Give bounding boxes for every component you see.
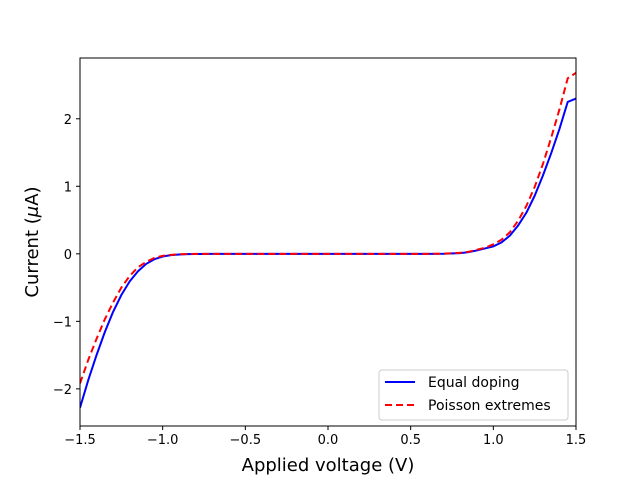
- legend-box: [378, 369, 569, 421]
- y-tick-label: 0: [64, 248, 72, 263]
- y-tick-label: −2: [53, 383, 72, 398]
- x-tick-label: −0.5: [230, 433, 262, 448]
- x-tick-label: 0.0: [318, 433, 339, 448]
- series-layer: [80, 72, 576, 409]
- x-axis-ticks: −1.5 −1.0 −0.5 0.0 0.5 1.0 1.5: [64, 426, 586, 448]
- legend-label-equal-doping: Equal doping: [428, 375, 520, 391]
- x-tick-label: 1.5: [566, 433, 587, 448]
- legend: Equal doping Poisson extremes: [378, 369, 569, 421]
- series-line-poisson-extremes: [80, 72, 576, 384]
- y-tick-label: 2: [64, 113, 72, 128]
- legend-label-poisson-extremes: Poisson extremes: [428, 398, 551, 414]
- x-axis-label: Applied voltage (V): [242, 455, 415, 476]
- y-axis-label: Current (μA): [22, 186, 43, 297]
- x-tick-label: 1.0: [483, 433, 504, 448]
- y-tick-label: 1: [64, 180, 72, 195]
- y-axis-ticks: −2 −1 0 1 2: [53, 113, 80, 398]
- x-tick-label: −1.5: [64, 433, 96, 448]
- x-tick-label: −1.0: [147, 433, 179, 448]
- x-tick-label: 0.5: [400, 433, 421, 448]
- y-tick-label: −1: [53, 315, 72, 330]
